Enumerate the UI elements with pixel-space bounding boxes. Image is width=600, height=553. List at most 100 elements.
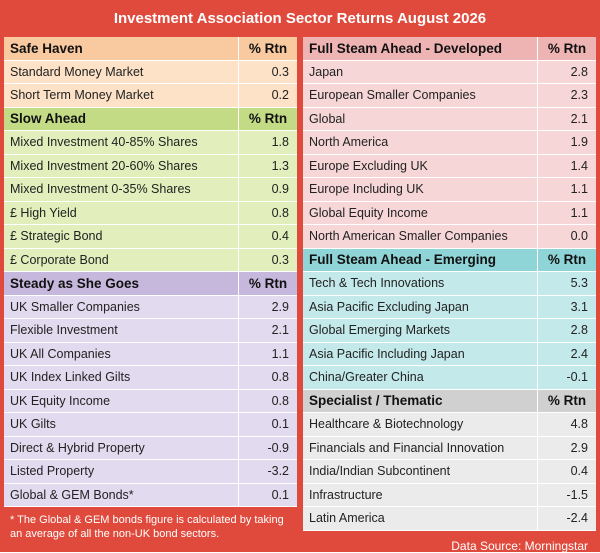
- page-title: Investment Association Sector Returns Au…: [113, 9, 487, 27]
- sector-return: 2.3: [570, 88, 588, 103]
- sector-return: 0.8: [271, 205, 289, 220]
- return-column-label: % Rtn: [248, 111, 288, 127]
- sector-return: -0.9: [267, 440, 289, 455]
- sector-return: 5.3: [570, 276, 588, 291]
- section-title: Steady as She Goes: [4, 272, 239, 295]
- table-row: UK Equity Income 0.8: [4, 389, 297, 413]
- section-title: Safe Haven: [4, 37, 239, 60]
- sector-return: -1.5: [566, 487, 588, 502]
- sector-return: 0.8: [271, 370, 289, 385]
- table-row: European Smaller Companies 2.3: [303, 84, 596, 108]
- sector-name: Europe Excluding UK: [303, 154, 538, 177]
- return-column-label: % Rtn: [248, 275, 288, 291]
- sector-return: 1.4: [570, 158, 588, 173]
- sector-return: 1.3: [271, 158, 289, 173]
- table-row: Global & GEM Bonds* 0.1: [4, 483, 297, 507]
- section-safe_haven: Safe Haven % Rtn Standard Money Market 0.3 S…: [4, 37, 297, 108]
- table-row: Global Emerging Markets 2.8: [303, 319, 596, 343]
- data-source: Data Source: Morningstar: [451, 538, 588, 553]
- sector-name: £ Corporate Bond: [4, 248, 239, 271]
- sector-name: Asia Pacific Including Japan: [303, 342, 538, 365]
- sector-name: £ Strategic Bond: [4, 225, 239, 248]
- sector-return: 0.1: [271, 417, 289, 432]
- sector-return: 2.9: [271, 299, 289, 314]
- sector-name: Mixed Investment 20-60% Shares: [4, 154, 239, 177]
- sector-name: Mixed Investment 0-35% Shares: [4, 178, 239, 201]
- table-row: Direct & Hybrid Property -0.9: [4, 436, 297, 460]
- sector-name: Direct & Hybrid Property: [4, 436, 239, 459]
- section-header-steady: Steady as She Goes % Rtn: [4, 272, 297, 296]
- footnote: * The Global & GEM bonds figure is calcu…: [10, 514, 284, 540]
- sector-return: 2.1: [271, 323, 289, 338]
- section-title: Specialist / Thematic: [303, 389, 538, 412]
- sector-name: Global Emerging Markets: [303, 319, 538, 342]
- table-row: Asia Pacific Including Japan 2.4: [303, 342, 596, 366]
- sector-return: 0.3: [271, 64, 289, 79]
- table-row: Infrastructure -1.5: [303, 483, 596, 507]
- sector-name: UK Equity Income: [4, 389, 239, 412]
- sector-return: 1.1: [570, 182, 588, 197]
- table-row: India/Indian Subcontinent 0.4: [303, 460, 596, 484]
- sector-name: Japan: [303, 60, 538, 83]
- sector-return: 2.4: [570, 346, 588, 361]
- sector-name: Asia Pacific Excluding Japan: [303, 295, 538, 318]
- section-title: Slow Ahead: [4, 107, 239, 130]
- sector-name: China/Greater China: [303, 366, 538, 389]
- section-header-safe_haven: Safe Haven % Rtn: [4, 37, 297, 61]
- sector-name: European Smaller Companies: [303, 84, 538, 107]
- table-row: Europe Including UK 1.1: [303, 178, 596, 202]
- sector-name: Financials and Financial Innovation: [303, 436, 538, 459]
- section-developed: Full Steam Ahead - Developed % Rtn Japan 2.…: [303, 37, 596, 249]
- sector-return: 3.1: [570, 299, 588, 314]
- sector-return: 0.2: [271, 88, 289, 103]
- sector-return: -0.1: [566, 370, 588, 385]
- table-row: Latin America -2.4: [303, 507, 596, 531]
- sector-return: 1.1: [570, 205, 588, 220]
- section-specialist: Specialist / Thematic % Rtn Healthcare & B…: [303, 389, 596, 531]
- sector-name: Listed Property: [4, 460, 239, 483]
- table-row: Healthcare & Biotechnology 4.8: [303, 413, 596, 437]
- table-row: Europe Excluding UK 1.4: [303, 154, 596, 178]
- table-row: Asia Pacific Excluding Japan 3.1: [303, 295, 596, 319]
- sector-name: Flexible Investment: [4, 319, 239, 342]
- sector-return: 4.8: [570, 417, 588, 432]
- sector-return: 0.9: [271, 182, 289, 197]
- sector-name: £ High Yield: [4, 201, 239, 224]
- section-header-slow_ahead: Slow Ahead % Rtn: [4, 107, 297, 131]
- table-row: £ Strategic Bond 0.4: [4, 225, 297, 249]
- section-header-developed: Full Steam Ahead - Developed % Rtn: [303, 37, 596, 61]
- sector-name: Global Equity Income: [303, 201, 538, 224]
- return-column-label: % Rtn: [547, 40, 587, 56]
- section-slow_ahead: Slow Ahead % Rtn Mixed Investment 40-85% S…: [4, 107, 297, 272]
- sector-name: Healthcare & Biotechnology: [303, 413, 538, 436]
- sector-name: Standard Money Market: [4, 60, 239, 83]
- sector-return: 2.8: [570, 64, 588, 79]
- table-row: Global 2.1: [303, 107, 596, 131]
- sector-name: Europe Including UK: [303, 178, 538, 201]
- sector-return: 2.9: [570, 440, 588, 455]
- table-row: Financials and Financial Innovation 2.9: [303, 436, 596, 460]
- table-row: Tech & Tech Innovations 5.3: [303, 272, 596, 296]
- sector-return: 1.1: [271, 346, 289, 361]
- sector-name: UK Gilts: [4, 413, 239, 436]
- sector-name: Mixed Investment 40-85% Shares: [4, 131, 239, 154]
- sector-name: North America: [303, 131, 538, 154]
- table-row: Short Term Money Market 0.2: [4, 84, 297, 108]
- sector-name: Tech & Tech Innovations: [303, 272, 538, 295]
- sector-return: 1.9: [570, 135, 588, 150]
- sector-name: UK Smaller Companies: [4, 295, 239, 318]
- return-column-label: % Rtn: [547, 252, 587, 268]
- return-column-label: % Rtn: [248, 40, 288, 56]
- table-row: North American Smaller Companies 0.0: [303, 225, 596, 249]
- sector-return: 0.0: [570, 229, 588, 244]
- left-column: Safe Haven % Rtn Standard Money Market 0.3 S…: [4, 37, 297, 541]
- sector-return: 0.1: [271, 487, 289, 502]
- table-row: Mixed Investment 40-85% Shares 1.8: [4, 131, 297, 155]
- table-row: Mixed Investment 0-35% Shares 0.9: [4, 178, 297, 202]
- table-row: UK Smaller Companies 2.9: [4, 295, 297, 319]
- table-row: China/Greater China -0.1: [303, 366, 596, 390]
- section-steady: Steady as She Goes % Rtn UK Smaller Compan…: [4, 272, 297, 507]
- sector-return: -3.2: [267, 464, 289, 479]
- section-title: Full Steam Ahead - Developed: [303, 37, 538, 60]
